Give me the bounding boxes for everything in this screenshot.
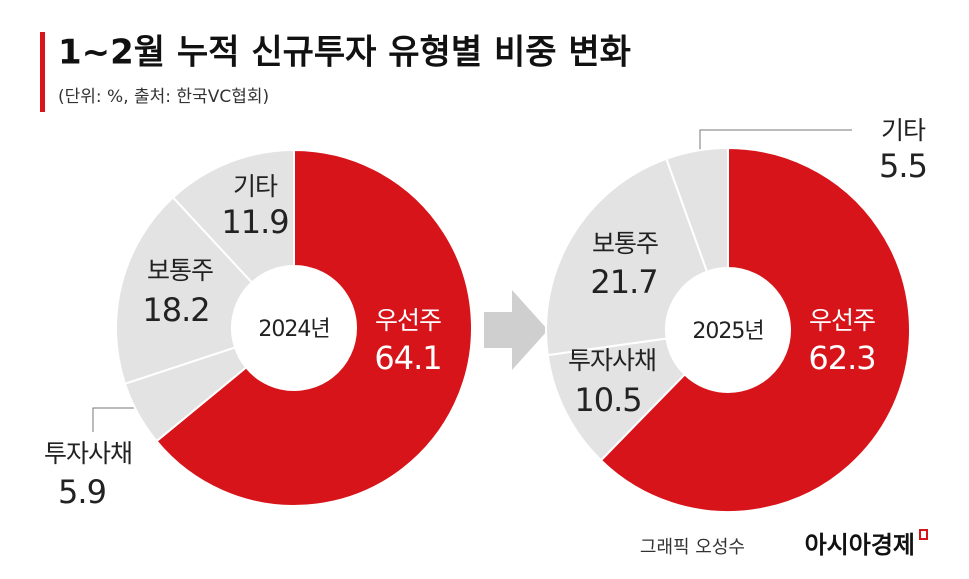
brand: 아시아경제 xyxy=(805,531,915,559)
slice-label: 보통주 xyxy=(147,256,213,285)
arrow xyxy=(484,290,548,370)
center-label: 2025년 xyxy=(692,319,763,344)
value-label: 5.9 xyxy=(58,473,106,511)
value-label: 5.5 xyxy=(879,147,927,185)
credit: 그래픽 오성수 xyxy=(640,537,745,558)
title: 1~2월 누적 신규투자 유형별 비중 변화 xyxy=(58,33,631,73)
center-label: 2024년 xyxy=(258,317,329,342)
slice-label: 보통주 xyxy=(592,229,658,258)
slice xyxy=(545,157,709,357)
value-label: 11.9 xyxy=(221,203,288,241)
value-label: 64.1 xyxy=(374,339,441,377)
brand-mark xyxy=(919,529,928,540)
leader-line xyxy=(92,407,140,432)
donut-hole xyxy=(666,268,790,392)
slice-label: 투자사채 xyxy=(568,346,656,375)
value-label: 18.2 xyxy=(142,291,209,329)
subtitle: (단위: %, 출처: 한국VC협회) xyxy=(58,87,269,107)
slice-label: 우선주 xyxy=(375,306,441,335)
value-label: 10.5 xyxy=(574,381,641,419)
value-label: 21.7 xyxy=(590,263,657,301)
value-label: 62.3 xyxy=(808,339,875,377)
slice xyxy=(115,195,254,386)
donut-hole xyxy=(232,266,356,390)
slice-label: 투자사채 xyxy=(44,439,132,468)
slice-label: 우선주 xyxy=(809,306,875,335)
slice-label: 기타 xyxy=(881,116,926,145)
accent-bar xyxy=(40,32,45,112)
slice-label: 기타 xyxy=(233,172,278,201)
